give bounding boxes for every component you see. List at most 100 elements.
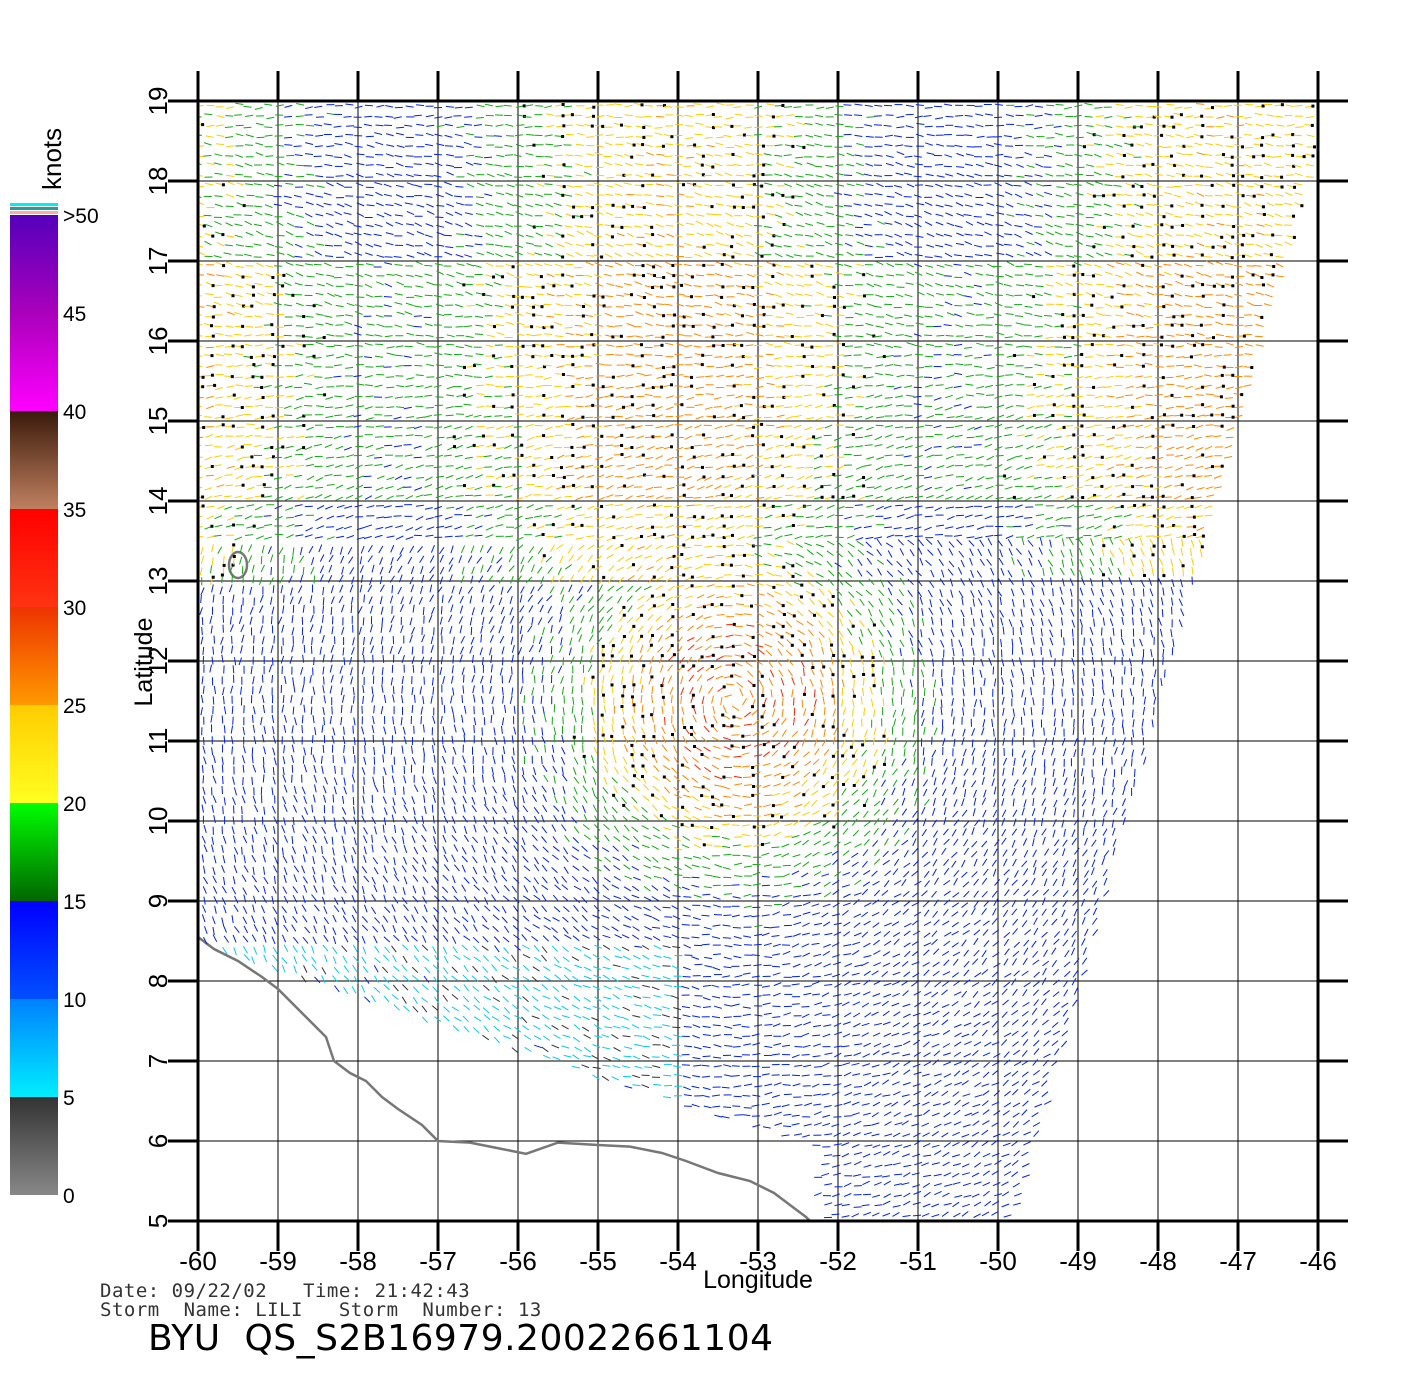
wind-barb (441, 984, 449, 991)
wind-barb (206, 405, 214, 410)
wind-barb (692, 1024, 701, 1028)
wind-barb (445, 283, 454, 288)
wind-barb (590, 755, 595, 764)
rain-flag (619, 334, 623, 338)
wind-barb (400, 717, 403, 726)
wind-barb (426, 454, 435, 457)
wind-barb (334, 414, 343, 417)
wind-barb (451, 875, 456, 884)
wind-barb (462, 685, 465, 694)
wind-barb (481, 657, 484, 666)
wind-barb (383, 183, 392, 188)
wind-barb (602, 974, 610, 980)
wind-barb (474, 333, 483, 335)
wind-barb (264, 134, 273, 137)
wind-barb (541, 814, 545, 823)
wind-barb (383, 745, 386, 754)
wind-barb (361, 726, 365, 735)
wind-barb (566, 474, 575, 477)
wind-barb (550, 624, 553, 633)
wind-barb (286, 163, 295, 166)
wind-barb (284, 484, 292, 490)
wind-barb (572, 1054, 580, 1060)
wind-barb (252, 706, 256, 715)
wind-barb (644, 925, 652, 931)
wind-barb (343, 935, 349, 943)
wind-barb (619, 654, 624, 663)
wind-barb (211, 747, 214, 756)
wind-barb (382, 966, 389, 974)
wind-barb (343, 744, 345, 753)
wind-barb (663, 886, 671, 892)
wind-barb (553, 814, 559, 823)
wind-barb (331, 876, 336, 884)
wind-barb (508, 554, 513, 563)
wind-barb (434, 996, 440, 1004)
wind-barb (401, 964, 408, 972)
rain-flag (651, 173, 655, 177)
wind-barb (602, 757, 609, 765)
wind-barb (231, 645, 234, 654)
wind-barb (445, 414, 454, 417)
wind-barb (342, 795, 345, 804)
wind-barb (502, 956, 510, 963)
wind-barb (673, 1074, 682, 1077)
rain-flag (250, 304, 254, 308)
wind-barb (516, 544, 524, 551)
wind-barb (203, 824, 207, 833)
rain-flag (600, 505, 604, 508)
wind-barb (440, 627, 443, 636)
wind-barb (554, 263, 563, 268)
wind-barb (442, 926, 449, 934)
wind-barb (653, 765, 660, 772)
wind-barb (436, 525, 445, 529)
wind-barb (564, 326, 573, 329)
wind-barb (642, 1045, 651, 1048)
wind-barb (541, 736, 546, 744)
wind-barb (326, 515, 335, 520)
wind-barb (245, 405, 254, 408)
wind-barb (621, 1025, 630, 1030)
wind-barb (362, 965, 369, 973)
wind-barb (333, 364, 342, 367)
wind-barb (373, 233, 382, 237)
wind-barb (626, 595, 633, 602)
wind-barb (450, 695, 453, 704)
wind-barb (365, 395, 374, 398)
wind-barb (265, 235, 274, 238)
wind-barb (293, 405, 302, 410)
wind-barb (561, 774, 568, 782)
wind-barb (626, 335, 635, 338)
wind-barb (533, 894, 541, 901)
wind-barb (671, 934, 680, 939)
rain-flag (590, 333, 594, 337)
wind-barb (553, 394, 562, 398)
wind-barb (486, 212, 495, 216)
rain-flag (571, 522, 575, 526)
wind-barb (252, 795, 257, 804)
rain-flag (612, 793, 616, 797)
wind-barb (453, 985, 461, 992)
wind-barb (645, 364, 654, 367)
rain-flag (210, 465, 214, 468)
wind-barb (293, 564, 295, 573)
wind-barb (443, 454, 452, 457)
wind-barb (573, 995, 581, 1002)
wind-barb (458, 616, 464, 624)
wind-barb (402, 726, 406, 735)
wind-barb (506, 135, 515, 137)
wind-barb (571, 1004, 580, 1010)
wind-barb (310, 566, 315, 575)
wind-barb (323, 676, 325, 685)
rain-flag (653, 503, 656, 507)
wind-barb (262, 756, 265, 765)
wind-barb (365, 243, 374, 248)
wind-barb (374, 305, 383, 308)
wind-barb (557, 575, 564, 583)
wind-barb (653, 486, 663, 488)
wind-barb (572, 805, 579, 813)
wind-barb (438, 547, 445, 555)
wind-barb (443, 777, 446, 786)
rain-flag (551, 523, 555, 527)
wind-barb (413, 816, 418, 825)
